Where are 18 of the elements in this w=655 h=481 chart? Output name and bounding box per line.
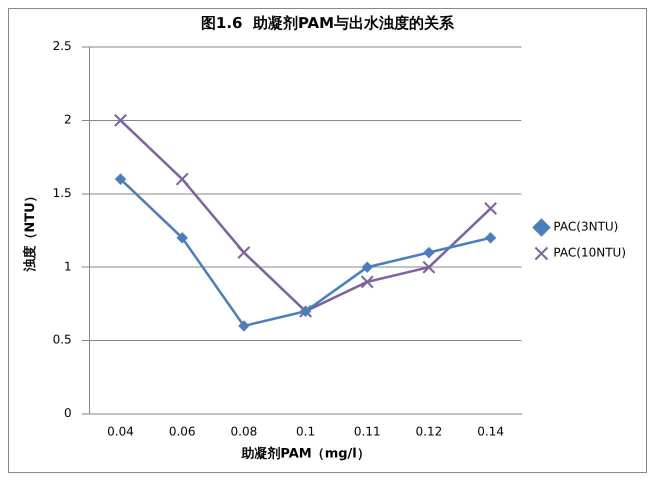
x-tick-label: 0.04 [107, 424, 134, 438]
y-tick-label: 1.5 [52, 186, 72, 200]
chart-title: 图1.6 助凝剂PAM与出水浊度的关系 [200, 14, 456, 32]
y-tick-label: 2 [64, 112, 72, 127]
x-tick-label: 0.12 [416, 424, 442, 438]
x-tick-label: 0.1 [296, 424, 316, 438]
y-tick-label: 1 [64, 259, 72, 274]
y-tick-label: 2.5 [52, 39, 72, 54]
x-tick-label: 0.08 [230, 424, 258, 438]
y-tick-label: 0.5 [52, 332, 72, 347]
x-tick-label: 0.11 [354, 424, 381, 438]
y-tick-label: 0 [64, 406, 72, 420]
x-axis-title: 助凝剂PAM（mg/l） [240, 446, 370, 462]
legend-label: PAC(3NTU) [553, 220, 618, 234]
y-axis-title: 浊度（NTU） [22, 189, 38, 273]
x-tick-label: 0.06 [168, 424, 196, 438]
x-tick-label: 0.14 [477, 424, 504, 438]
legend-label: PAC(10NTU) [553, 246, 626, 260]
